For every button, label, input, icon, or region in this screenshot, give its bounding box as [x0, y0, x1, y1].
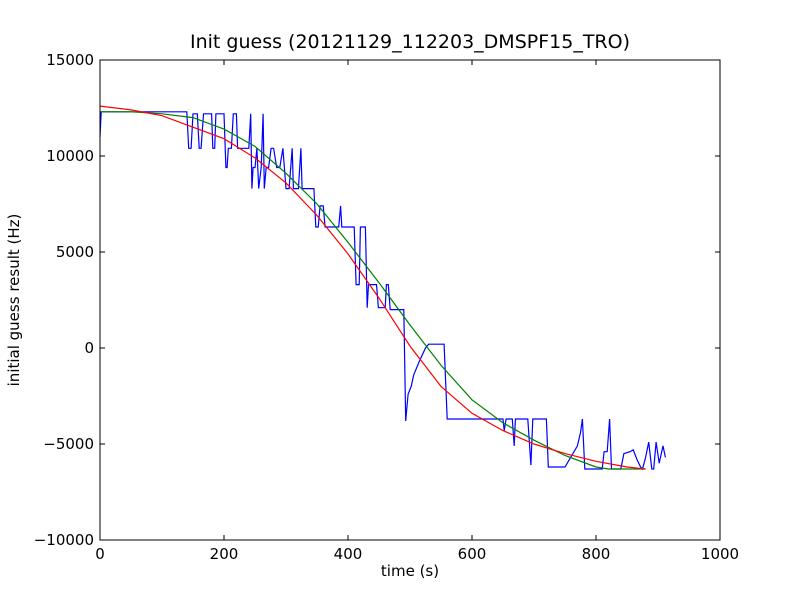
x-tick-label: 200	[210, 545, 239, 563]
series-line-3	[99, 105, 646, 470]
y-tick-label: 5000	[56, 243, 94, 261]
x-tick-label: 800	[582, 545, 611, 563]
x-tick-label: 1000	[701, 545, 739, 563]
y-tick-label: 10000	[46, 147, 94, 165]
plot-frame	[99, 59, 721, 541]
x-tick-label: 600	[458, 545, 487, 563]
y-tick-label: −5000	[43, 435, 94, 453]
y-axis-label: initial guess result (Hz)	[5, 214, 23, 387]
y-tick-label: 15000	[46, 51, 94, 69]
series-line-1	[99, 111, 666, 471]
y-tick-label: −10000	[34, 531, 94, 549]
x-tick-label: 0	[95, 545, 105, 563]
series-line-2	[100, 111, 646, 470]
x-tick-label: 400	[334, 545, 363, 563]
y-tick-label: 0	[84, 339, 94, 357]
x-axis-label: time (s)	[381, 562, 439, 580]
plot-area: 0 200 400 600 800 1000 −10000 −5000 0 5000 10000 15…	[34, 51, 739, 563]
chart-title: Init guess (20121129_112203_DMSPF15_TRO)	[190, 31, 630, 53]
